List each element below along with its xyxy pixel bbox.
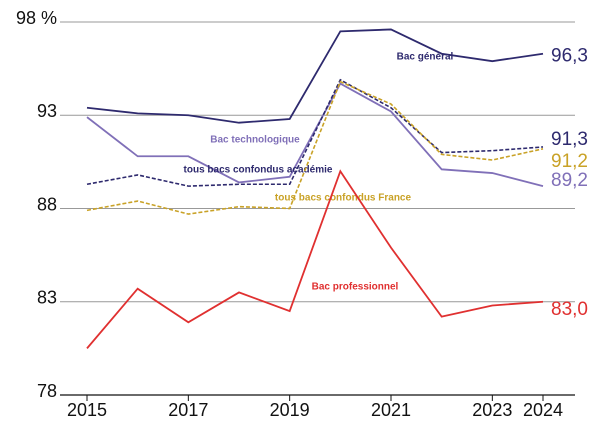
x-tick-label: 2017 — [168, 400, 208, 420]
y-tick-label: 98 % — [16, 8, 57, 28]
value-label: 89,2 — [551, 170, 588, 191]
value-label: 96,3 — [551, 46, 588, 67]
value-label: 91,2 — [551, 151, 588, 172]
value-label: 83,0 — [551, 299, 588, 320]
y-tick-label: 78 — [37, 381, 57, 401]
series-name: tous bacs confondus académie — [184, 165, 333, 176]
value-label: 91,3 — [551, 129, 588, 150]
series-line — [86, 82, 544, 187]
x-tick-label: 2015 — [67, 400, 107, 420]
series-line — [86, 28, 544, 124]
series-name: Bac général — [397, 52, 454, 63]
series-name: Bac professionnel — [312, 282, 399, 293]
x-tick-label: 2019 — [270, 400, 310, 420]
series-line — [86, 78, 544, 187]
series-line — [86, 80, 544, 215]
series-name: tous bacs confondus France — [275, 193, 412, 204]
series-name: Bac technologique — [210, 135, 300, 146]
x-tick-label: 2021 — [371, 400, 411, 420]
x-tick-label: 2024 — [523, 400, 563, 420]
y-tick-label: 83 — [37, 288, 57, 308]
y-tick-label: 93 — [37, 101, 57, 121]
x-tick-label: 2023 — [472, 400, 512, 420]
y-tick-label: 88 — [37, 194, 57, 214]
series-line — [86, 169, 544, 349]
